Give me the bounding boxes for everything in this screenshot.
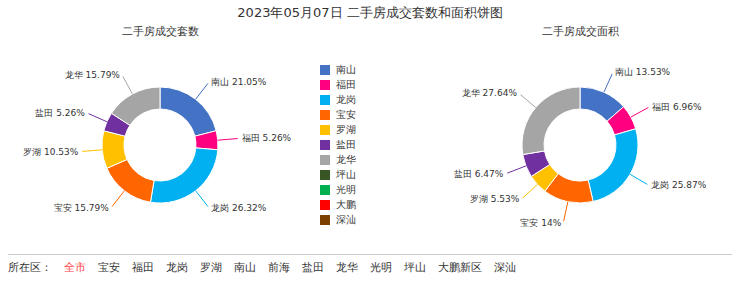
html-text:2023年05月07日 二手房成交套数和面积饼图: 2023年05月07日 二手房成交套数和面积饼图 xyxy=(237,5,503,20)
svg-text:南山 21.05%: 南山 21.05% xyxy=(211,77,267,87)
html-text:龙岗: 龙岗 xyxy=(336,94,356,105)
svg-text:龙岗 26.32%: 龙岗 26.32% xyxy=(211,203,267,213)
svg-text:罗湖 10.53%: 罗湖 10.53% xyxy=(23,147,79,157)
html-text:福田: 福田 xyxy=(336,79,356,90)
html-text:光明: 光明 xyxy=(336,184,356,195)
html-text:罗湖: 罗湖 xyxy=(336,124,356,135)
svg-text:宝安 15.79%: 宝安 15.79% xyxy=(54,203,110,213)
html-text:罗湖: 罗湖 xyxy=(200,261,222,274)
html-text:深汕: 深汕 xyxy=(494,261,516,274)
html-text:盐田: 盐田 xyxy=(336,139,356,150)
svg-text:盐田 6.47%: 盐田 6.47% xyxy=(454,169,504,179)
html-text:福田: 福田 xyxy=(132,261,154,274)
html-text:光明: 光明 xyxy=(370,261,392,274)
html-text:龙华: 龙华 xyxy=(336,154,356,165)
svg-text:盐田 5.26%: 盐田 5.26% xyxy=(35,108,85,118)
html-text:二手房成交面积: 二手房成交面积 xyxy=(541,25,619,38)
html-text:南山: 南山 xyxy=(234,261,256,274)
svg-text:宝安 14%: 宝安 14% xyxy=(520,218,561,228)
svg-text:福田 5.26%: 福田 5.26% xyxy=(242,133,292,143)
html-text:所在区：: 所在区： xyxy=(8,261,52,274)
html-text:盐田: 盐田 xyxy=(302,261,324,274)
html-text:宝安: 宝安 xyxy=(336,109,356,120)
html-text:坪山: 坪山 xyxy=(336,169,356,180)
html-text:二手房成交套数: 二手房成交套数 xyxy=(121,25,199,38)
svg-text:南山 13.53%: 南山 13.53% xyxy=(615,67,671,77)
svg-text:龙华 27.64%: 龙华 27.64% xyxy=(462,88,518,98)
svg-text:龙华 15.79%: 龙华 15.79% xyxy=(65,70,121,80)
html-text:全市: 全市 xyxy=(64,261,86,274)
html-text:大鹏新区: 大鹏新区 xyxy=(438,261,482,274)
html-text:龙岗: 龙岗 xyxy=(166,261,188,274)
html-text:深汕: 深汕 xyxy=(336,214,356,225)
svg-text:罗湖 5.53%: 罗湖 5.53% xyxy=(470,194,520,204)
html-text:宝安: 宝安 xyxy=(98,261,120,274)
svg-text:龙岗 25.87%: 龙岗 25.87% xyxy=(651,180,707,190)
html-text:前海: 前海 xyxy=(268,261,290,274)
html-text:龙华: 龙华 xyxy=(336,261,358,274)
html-text:大鹏: 大鹏 xyxy=(336,199,356,210)
svg-text:福田 6.96%: 福田 6.96% xyxy=(652,102,702,112)
html-text:南山: 南山 xyxy=(336,64,356,75)
html-text:坪山: 坪山 xyxy=(404,261,426,274)
